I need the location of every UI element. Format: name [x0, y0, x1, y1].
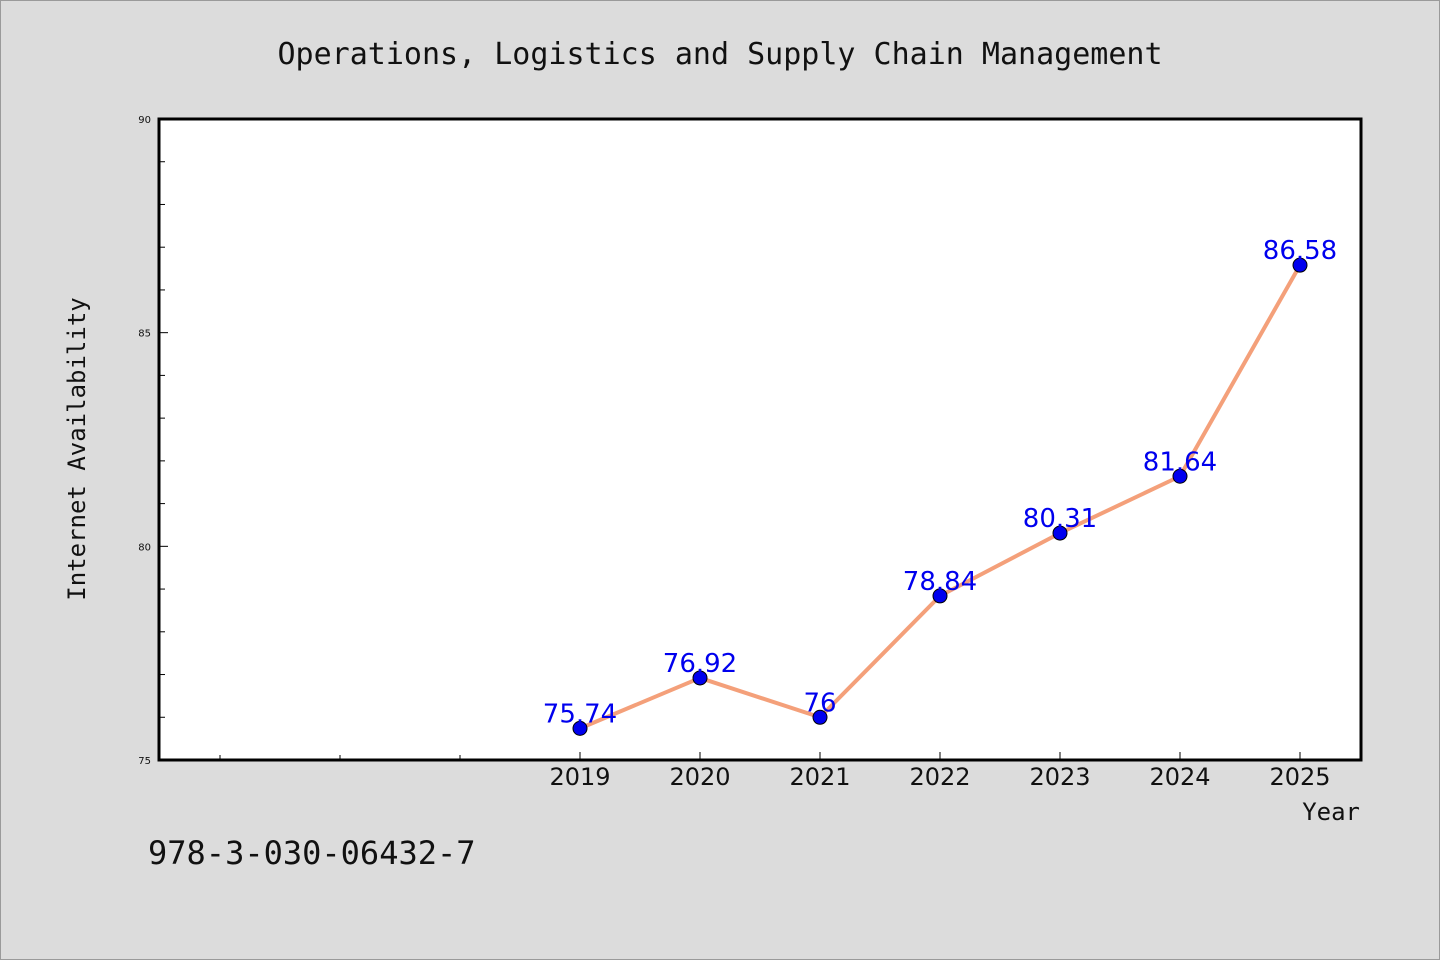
x-tick-label: 2025: [1269, 763, 1330, 791]
data-point: [1172, 468, 1188, 484]
y-tick-label: 80: [138, 542, 151, 553]
plot-area: [157, 117, 1363, 762]
data-point: [692, 670, 708, 686]
data-point: [1292, 257, 1308, 273]
data-point: [1052, 525, 1068, 541]
isbn-annotation: 978-3-030-06432-7: [148, 834, 476, 872]
y-axis-label: Internet Availability: [63, 297, 91, 600]
x-tick-label: 2022: [909, 763, 970, 791]
x-tick-label: 2021: [789, 763, 850, 791]
y-tick-label: 85: [138, 329, 151, 340]
y-tick-label: 90: [138, 115, 151, 126]
data-point: [572, 720, 588, 736]
x-axis: 2019 2020 2021 2022 2023 2024 2025: [219, 752, 1331, 791]
data-point: [812, 709, 828, 725]
x-tick-label: 2024: [1149, 763, 1210, 791]
x-tick-label: 2020: [669, 763, 730, 791]
data-label: 81.64: [1143, 447, 1217, 477]
data-label: 76: [803, 688, 836, 718]
y-tick-label: 75: [138, 756, 151, 767]
data-point: [932, 588, 948, 604]
x-tick-label: 2023: [1029, 763, 1090, 791]
data-label-layer: 75.74 76.92 76 78.84 80.31 81.64 86.58: [543, 236, 1337, 729]
data-label: 78.84: [903, 567, 977, 597]
y-axis: 75 80 85 90: [138, 115, 168, 767]
x-axis-label: Year: [1302, 798, 1360, 826]
data-label: 75.74: [543, 699, 617, 729]
data-label: 86.58: [1263, 236, 1337, 266]
x-tick-label: 2019: [549, 763, 610, 791]
chart-title: Operations, Logistics and Supply Chain M…: [277, 37, 1162, 72]
data-label: 76.92: [663, 649, 737, 679]
data-label: 80.31: [1023, 504, 1097, 534]
marker-layer: [572, 257, 1308, 736]
